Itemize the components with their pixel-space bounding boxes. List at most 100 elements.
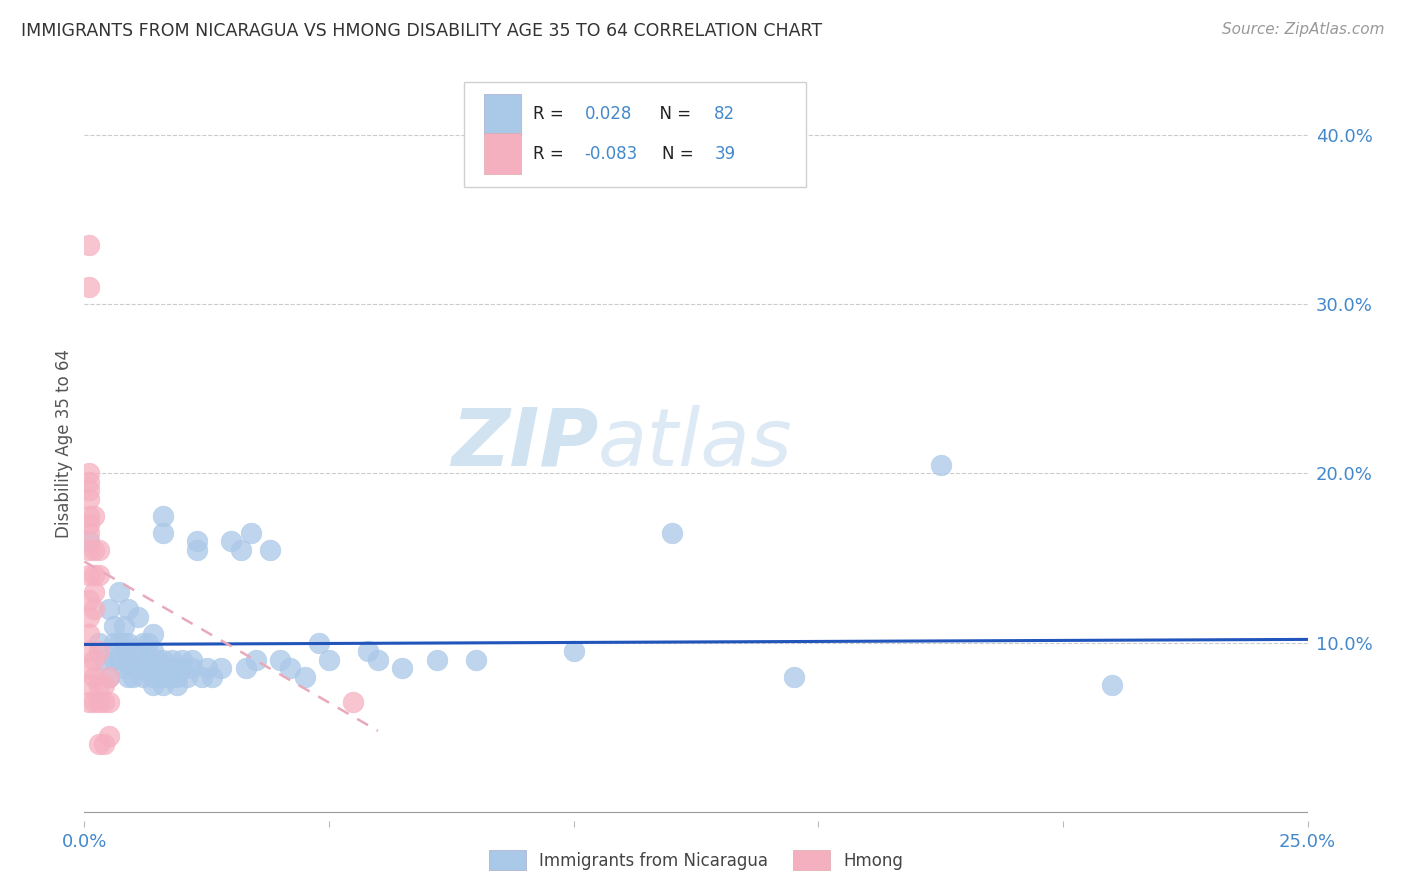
Point	[235, 661, 257, 675]
Text: N =: N =	[650, 105, 697, 123]
Point	[132, 636, 155, 650]
Point	[146, 661, 169, 675]
Point	[77, 542, 100, 557]
Point	[107, 636, 129, 650]
Point	[269, 653, 291, 667]
Point	[77, 695, 100, 709]
Point	[83, 602, 105, 616]
Point	[122, 670, 145, 684]
Point	[172, 661, 194, 675]
Legend: Immigrants from Nicaragua, Hmong: Immigrants from Nicaragua, Hmong	[482, 844, 910, 876]
Point	[77, 467, 100, 481]
Point	[464, 653, 486, 667]
Point	[122, 661, 145, 675]
Point	[97, 602, 120, 616]
Point	[117, 602, 139, 616]
Point	[239, 525, 262, 540]
Point	[357, 644, 380, 658]
Text: atlas: atlas	[598, 405, 793, 483]
Text: R =: R =	[533, 105, 569, 123]
Point	[259, 542, 281, 557]
Text: 39: 39	[714, 145, 735, 162]
Point	[83, 670, 105, 684]
Point	[112, 644, 135, 658]
Point	[294, 670, 316, 684]
Point	[162, 653, 184, 667]
Point	[87, 636, 110, 650]
Point	[77, 517, 100, 532]
Point	[142, 627, 165, 641]
Point	[162, 661, 184, 675]
Point	[103, 653, 125, 667]
Point	[77, 534, 100, 549]
Point	[318, 653, 340, 667]
Point	[77, 475, 100, 489]
Point	[103, 636, 125, 650]
Point	[132, 670, 155, 684]
Point	[929, 458, 952, 472]
Point	[146, 670, 169, 684]
Point	[93, 738, 115, 752]
Point	[77, 508, 100, 523]
Point	[83, 508, 105, 523]
Point	[77, 593, 100, 607]
Point	[127, 653, 149, 667]
Point	[112, 661, 135, 675]
Point	[152, 653, 174, 667]
Point	[87, 568, 110, 582]
Point	[97, 670, 120, 684]
Point	[146, 653, 169, 667]
Point	[117, 636, 139, 650]
Point	[77, 678, 100, 692]
Point	[77, 644, 100, 658]
Text: IMMIGRANTS FROM NICARAGUA VS HMONG DISABILITY AGE 35 TO 64 CORRELATION CHART: IMMIGRANTS FROM NICARAGUA VS HMONG DISAB…	[21, 22, 823, 40]
Point	[117, 670, 139, 684]
Point	[93, 695, 115, 709]
Point	[1101, 678, 1123, 692]
Point	[112, 636, 135, 650]
Point	[77, 525, 100, 540]
Point	[83, 653, 105, 667]
Text: -0.083: -0.083	[585, 145, 638, 162]
Text: 0.028: 0.028	[585, 105, 633, 123]
Point	[77, 280, 100, 294]
Point	[156, 661, 179, 675]
Point	[367, 653, 389, 667]
Point	[77, 627, 100, 641]
Point	[783, 670, 806, 684]
Point	[83, 568, 105, 582]
Bar	[484, 133, 522, 174]
Point	[152, 670, 174, 684]
Point	[562, 644, 585, 658]
Point	[107, 585, 129, 599]
Point	[77, 610, 100, 624]
Point	[186, 542, 208, 557]
Point	[83, 542, 105, 557]
Point	[87, 738, 110, 752]
Y-axis label: Disability Age 35 to 64: Disability Age 35 to 64	[55, 350, 73, 538]
Point	[83, 585, 105, 599]
Point	[152, 525, 174, 540]
Point	[426, 653, 449, 667]
Point	[278, 661, 301, 675]
Point	[661, 525, 683, 540]
Point	[127, 661, 149, 675]
Point	[200, 670, 222, 684]
Point	[142, 644, 165, 658]
Point	[162, 670, 184, 684]
Text: Source: ZipAtlas.com: Source: ZipAtlas.com	[1222, 22, 1385, 37]
Point	[152, 678, 174, 692]
Point	[152, 508, 174, 523]
Point	[77, 491, 100, 506]
Point	[77, 661, 100, 675]
Point	[117, 653, 139, 667]
Point	[103, 619, 125, 633]
Point	[77, 568, 100, 582]
Point	[152, 661, 174, 675]
Text: R =: R =	[533, 145, 569, 162]
Point	[229, 542, 252, 557]
Point	[219, 534, 242, 549]
Point	[181, 661, 204, 675]
Point	[77, 237, 100, 252]
Point	[87, 678, 110, 692]
